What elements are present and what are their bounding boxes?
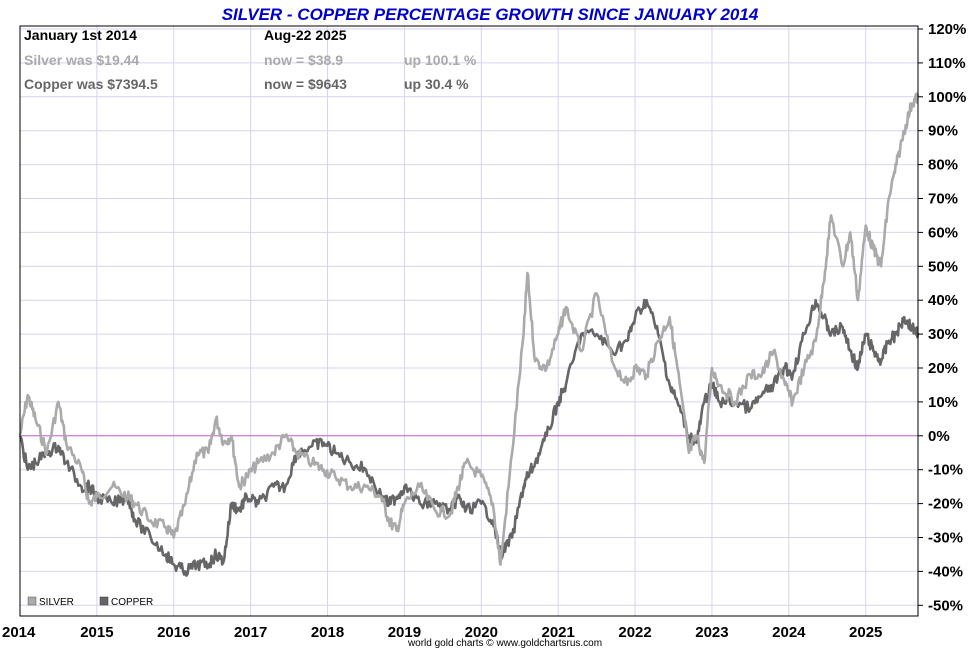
start-date-label: January 1st 2014	[24, 27, 137, 43]
legend-copper-swatch	[99, 596, 109, 606]
copper-was-label: Copper was $7394.5	[24, 76, 158, 92]
x-axis-ticks: 2014 2015 2016 2017 2018 2019 2020 2021 2022 2023…	[2, 624, 882, 641]
y-tick-label: 70%	[928, 191, 958, 208]
plot-frame	[19, 25, 919, 617]
x-tick-label: 2021	[541, 624, 574, 641]
x-tick-label: 2024	[772, 624, 806, 641]
y-tick-label: -20%	[928, 496, 963, 513]
y-tick-label: 0%	[928, 428, 950, 445]
x-tick-label: 2022	[618, 624, 651, 641]
y-tick-label: -40%	[928, 563, 963, 580]
x-tick-label: 2017	[234, 624, 267, 641]
y-tick-label: 40%	[928, 292, 958, 309]
y-tick-label: 120%	[928, 21, 966, 38]
series-line-copper	[18, 298, 920, 577]
copper-now-label: now = $9643	[264, 76, 347, 92]
silver-now-label: now = $38.9	[264, 52, 343, 68]
y-tick-label: 100%	[928, 89, 966, 106]
x-tick-label: 2016	[157, 624, 190, 641]
x-tick-label: 2019	[388, 624, 421, 641]
legend-silver-label: SILVER	[39, 597, 74, 608]
legend-silver-swatch	[27, 596, 37, 606]
x-tick-label: 2015	[80, 624, 113, 641]
y-axis-ticks: 120% 110% 100% 90% 80% 70% 60% 50% 40% 30% 20% 10% 0…	[918, 21, 966, 614]
y-tick-label: 60%	[928, 224, 958, 241]
credit-text: world gold charts © www.goldchartsrus.co…	[407, 638, 602, 649]
x-tick-label: 2018	[311, 624, 344, 641]
x-tick-label: 2020	[465, 624, 498, 641]
x-tick-label: 2014	[2, 624, 36, 641]
y-tick-label: 90%	[928, 123, 958, 140]
y-tick-label: -50%	[928, 597, 963, 614]
y-tick-label: -30%	[928, 530, 963, 547]
y-tick-label: 30%	[928, 326, 958, 343]
y-tick-label: 110%	[928, 55, 966, 72]
y-tick-label: 20%	[928, 360, 958, 377]
grid	[20, 26, 918, 616]
series-layer	[18, 92, 920, 577]
y-tick-label: 80%	[928, 157, 958, 174]
x-tick-label: 2023	[695, 624, 728, 641]
legend-copper-label: COPPER	[111, 597, 153, 608]
end-date-label: Aug-22 2025	[264, 27, 347, 43]
legend: SILVER COPPER	[27, 596, 153, 608]
y-tick-label: -10%	[928, 462, 963, 479]
chart-title: SILVER - COPPER PERCENTAGE GROWTH SINCE …	[222, 5, 759, 24]
series-line-silver	[18, 92, 920, 566]
y-tick-label: 50%	[928, 258, 958, 275]
y-tick-label: 10%	[928, 394, 958, 411]
copper-up-label: up 30.4 %	[404, 76, 469, 92]
silver-up-label: up 100.1 %	[404, 52, 477, 68]
silver-was-label: Silver was $19.44	[24, 52, 139, 68]
x-tick-label: 2025	[849, 624, 882, 641]
